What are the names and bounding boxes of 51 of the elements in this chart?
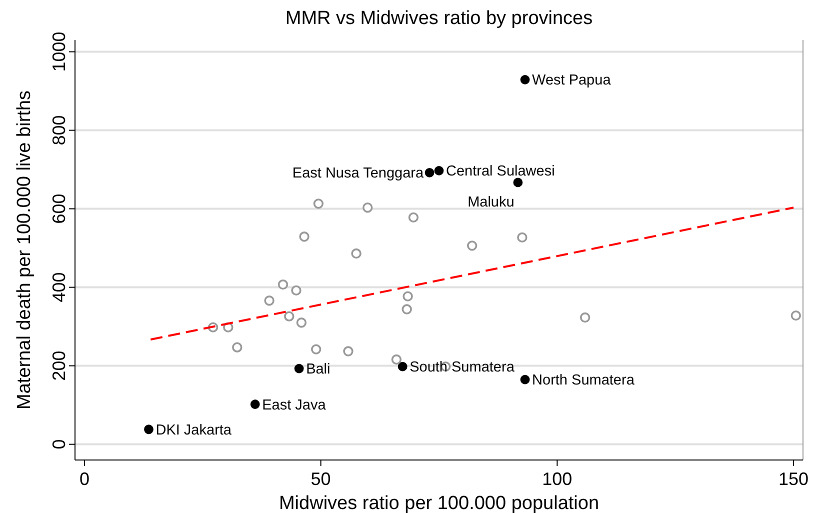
point <box>580 312 590 323</box>
annotation: South Sumatera <box>410 360 516 376</box>
y-tick-label: 600 <box>49 194 69 224</box>
point <box>313 198 324 209</box>
point <box>398 362 408 372</box>
point <box>351 248 362 259</box>
point <box>310 344 322 354</box>
y-tick-label: 1000 <box>49 32 69 72</box>
point <box>284 311 294 322</box>
annotation: Maluku <box>468 194 514 210</box>
point <box>402 291 413 302</box>
point <box>408 212 419 223</box>
annotation: Central Sulawesi <box>446 164 555 180</box>
point <box>434 166 444 176</box>
annotation: North Sumatera <box>532 372 636 389</box>
point <box>520 74 530 84</box>
x-tick-label: 150 <box>778 469 809 489</box>
point <box>296 318 307 328</box>
x-tick-label: 100 <box>542 469 572 489</box>
point <box>362 202 373 213</box>
point <box>232 342 242 352</box>
x-axis-title: Midwives ratio per 100.000 population <box>278 493 600 513</box>
annotation: West Papua <box>532 72 612 89</box>
annotation: Bali <box>306 362 330 378</box>
y-tick-label: 0 <box>49 439 69 450</box>
point <box>343 346 354 356</box>
y-tick-label: 200 <box>49 350 69 381</box>
x-tick-label: 50 <box>310 469 331 489</box>
point <box>513 178 523 188</box>
point <box>790 310 802 321</box>
y-axis-title: Maternal death per 100.000 live births <box>14 90 35 410</box>
annotation: East Nusa Tenggara <box>292 166 424 182</box>
point <box>424 168 434 178</box>
point <box>250 400 260 409</box>
y-tick-label: 800 <box>49 115 69 146</box>
point <box>517 232 528 243</box>
point <box>144 424 154 434</box>
annotation: East Java <box>262 397 327 414</box>
point <box>278 279 288 290</box>
annotation: DKI Jakarta <box>156 422 232 438</box>
x-tick-label: 0 <box>79 469 90 489</box>
point <box>391 354 402 365</box>
point <box>402 304 412 314</box>
point <box>291 285 302 296</box>
point <box>264 296 274 306</box>
point <box>520 374 530 384</box>
y-tick-label: 400 <box>49 272 69 302</box>
point <box>294 364 304 374</box>
chart-title: MMR vs Midwives ratio by provinces <box>285 8 593 29</box>
point <box>299 232 310 242</box>
point <box>466 240 478 251</box>
